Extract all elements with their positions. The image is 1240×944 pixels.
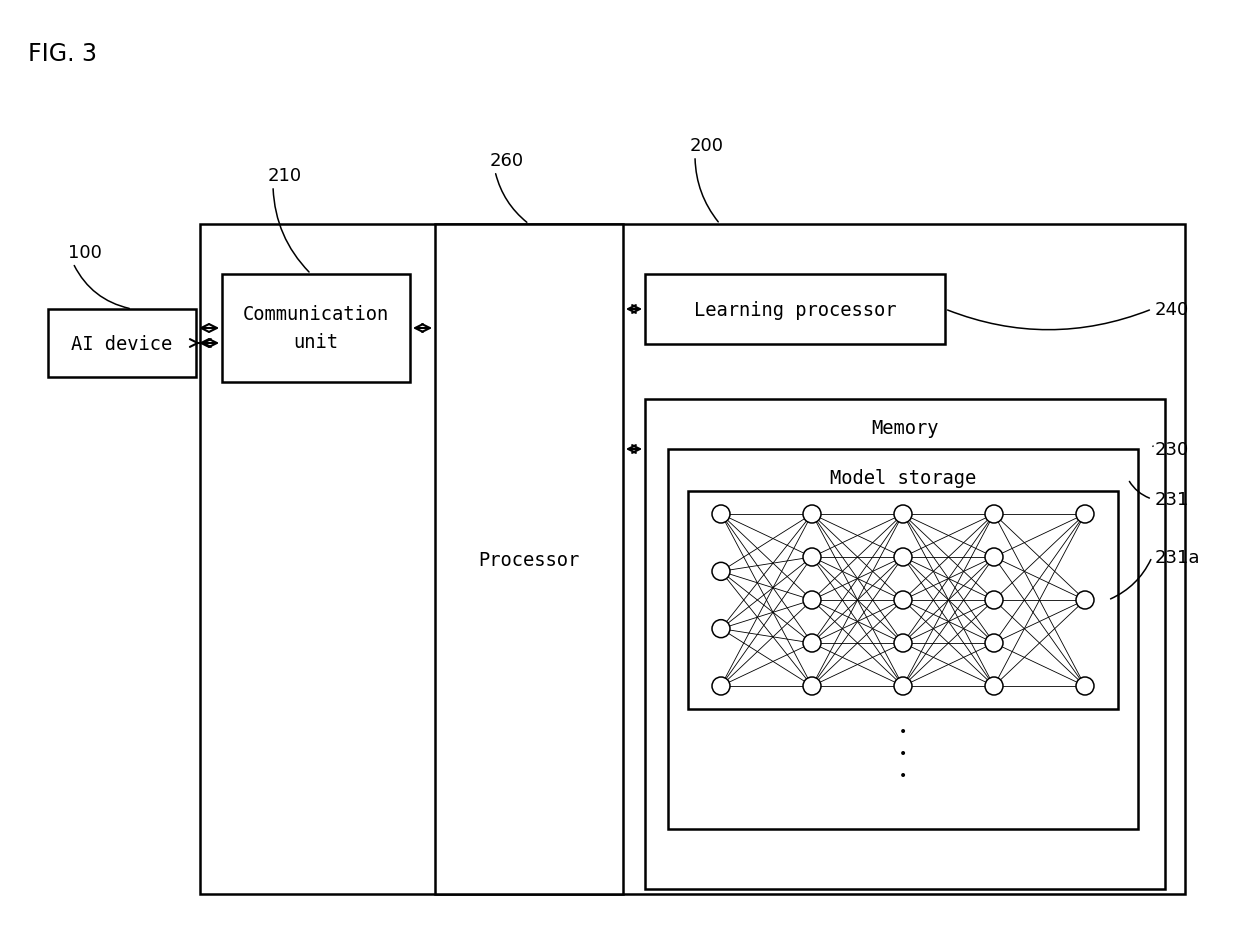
Circle shape (712, 677, 730, 696)
Text: Processor: Processor (479, 550, 579, 569)
Circle shape (804, 505, 821, 523)
Circle shape (1076, 591, 1094, 610)
Bar (435, 225, 622, 894)
Bar (645, 399, 1166, 889)
Text: •: • (899, 724, 908, 738)
Text: 200: 200 (689, 137, 724, 155)
Circle shape (712, 563, 730, 581)
Circle shape (985, 634, 1003, 652)
Circle shape (1076, 505, 1094, 523)
Bar (688, 492, 1118, 709)
Bar (48, 310, 196, 378)
Text: •: • (899, 746, 908, 760)
Text: •: • (899, 768, 908, 783)
Text: 210: 210 (268, 167, 303, 185)
Circle shape (985, 591, 1003, 610)
Text: AI device: AI device (72, 334, 172, 353)
Bar (200, 225, 1185, 894)
Text: Communication
unit: Communication unit (243, 305, 389, 352)
Text: FIG. 3: FIG. 3 (29, 42, 97, 66)
Text: 231a: 231a (1154, 548, 1200, 566)
Bar (222, 275, 410, 382)
Circle shape (894, 505, 911, 523)
Bar (645, 275, 945, 345)
Text: Learning processor: Learning processor (693, 300, 897, 319)
Circle shape (894, 591, 911, 610)
Circle shape (894, 634, 911, 652)
Text: 100: 100 (68, 244, 102, 261)
Text: Model storage: Model storage (830, 468, 976, 487)
Circle shape (804, 634, 821, 652)
Text: 240: 240 (1154, 301, 1189, 319)
Text: 230: 230 (1154, 441, 1189, 459)
Circle shape (894, 677, 911, 696)
Circle shape (985, 548, 1003, 566)
Circle shape (894, 548, 911, 566)
Circle shape (804, 591, 821, 610)
Text: Memory: Memory (872, 418, 939, 437)
Bar (668, 449, 1138, 829)
Circle shape (804, 677, 821, 696)
Circle shape (804, 548, 821, 566)
Text: 260: 260 (490, 152, 525, 170)
Circle shape (985, 505, 1003, 523)
Circle shape (712, 505, 730, 523)
Circle shape (712, 620, 730, 638)
Circle shape (1076, 677, 1094, 696)
Circle shape (985, 677, 1003, 696)
Text: 231: 231 (1154, 491, 1189, 509)
